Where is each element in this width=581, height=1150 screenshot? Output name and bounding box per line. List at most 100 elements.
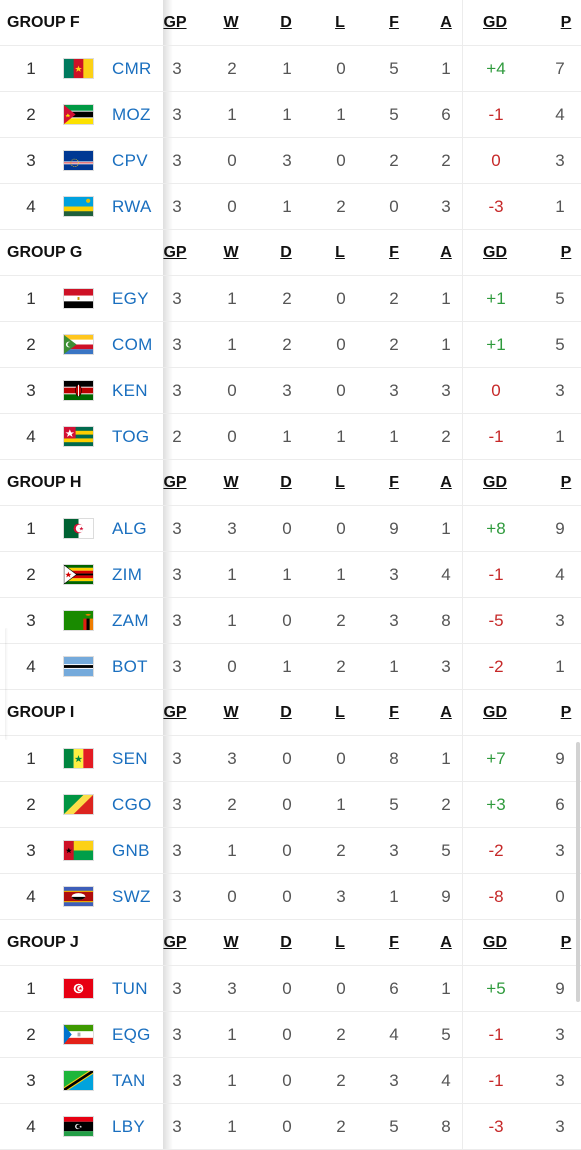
position-number: 4 bbox=[26, 196, 36, 216]
column-header-p[interactable]: P bbox=[560, 933, 572, 951]
team-link[interactable]: LBY bbox=[112, 1116, 146, 1136]
column-header-f[interactable]: F bbox=[389, 933, 399, 951]
stat-gp: 3 bbox=[172, 380, 182, 400]
team-link[interactable]: TOG bbox=[112, 426, 150, 446]
table-row[interactable]: 2 EQG 3 1 0 2 4 5 -1 3 bbox=[0, 1012, 581, 1058]
team-link[interactable]: TAN bbox=[112, 1070, 146, 1090]
stat-p: 9 bbox=[555, 978, 565, 998]
team-link[interactable]: RWA bbox=[112, 196, 152, 216]
column-header-gp[interactable]: GP bbox=[163, 703, 187, 721]
column-header-gd[interactable]: GD bbox=[483, 13, 507, 31]
scrollbar[interactable] bbox=[576, 742, 580, 1002]
column-header-d[interactable]: D bbox=[280, 473, 292, 491]
team-link[interactable]: ZIM bbox=[112, 564, 143, 584]
column-header-w[interactable]: W bbox=[223, 933, 239, 951]
team-link[interactable]: CPV bbox=[112, 150, 148, 170]
team-link[interactable]: MOZ bbox=[112, 104, 151, 124]
table-row[interactable]: 2 COM 3 1 2 0 2 1 +1 5 bbox=[0, 322, 581, 368]
column-header-a[interactable]: A bbox=[440, 933, 452, 951]
table-row[interactable]: 4 RWA 3 0 1 2 0 3 -3 1 bbox=[0, 184, 581, 230]
column-header-d[interactable]: D bbox=[280, 933, 292, 951]
table-row[interactable]: 3 TAN 3 1 0 2 3 4 -1 3 bbox=[0, 1058, 581, 1104]
column-header-a[interactable]: A bbox=[440, 13, 452, 31]
table-row[interactable]: 1 SEN 3 3 0 0 8 1 +7 9 bbox=[0, 736, 581, 782]
table-row[interactable]: 3 GNB 3 1 0 2 3 5 -2 3 bbox=[0, 828, 581, 874]
group-title-cell: GROUP J bbox=[0, 920, 163, 965]
column-header-gp[interactable]: GP bbox=[163, 473, 187, 491]
table-row[interactable]: 2 ZIM 3 1 1 1 3 4 -1 4 bbox=[0, 552, 581, 598]
table-row[interactable]: 3 ZAM 3 1 0 2 3 8 -5 3 bbox=[0, 598, 581, 644]
column-header-l[interactable]: L bbox=[335, 703, 345, 721]
column-header-w[interactable]: W bbox=[223, 703, 239, 721]
table-row[interactable]: 1 ALG 3 3 0 0 9 1 +8 9 bbox=[0, 506, 581, 552]
table-row[interactable]: 4 LBY 3 1 0 2 5 8 -3 3 bbox=[0, 1104, 581, 1150]
group-header: GROUP H GP W D L F A GD P bbox=[0, 460, 581, 506]
table-row[interactable]: 4 SWZ 3 0 0 3 1 9 -8 0 bbox=[0, 874, 581, 920]
table-row[interactable]: 4 BOT 3 0 1 2 1 3 -2 1 bbox=[0, 644, 581, 690]
column-header-a[interactable]: A bbox=[440, 703, 452, 721]
team-link[interactable]: KEN bbox=[112, 380, 148, 400]
flag-tanzania-icon bbox=[63, 1070, 94, 1091]
stat-a: 1 bbox=[441, 334, 451, 354]
column-header-d[interactable]: D bbox=[280, 703, 292, 721]
column-header-l[interactable]: L bbox=[335, 473, 345, 491]
team-link[interactable]: BOT bbox=[112, 656, 148, 676]
position-number: 4 bbox=[26, 656, 36, 676]
column-header-gd[interactable]: GD bbox=[483, 473, 507, 491]
column-header-w[interactable]: W bbox=[223, 243, 239, 261]
column-header-gd[interactable]: GD bbox=[483, 703, 507, 721]
column-header-gp[interactable]: GP bbox=[163, 933, 187, 951]
table-row[interactable]: 3 CPV 3 0 3 0 2 2 0 3 bbox=[0, 138, 581, 184]
column-header-d[interactable]: D bbox=[280, 243, 292, 261]
stat-p: 1 bbox=[555, 656, 565, 676]
team-link[interactable]: EGY bbox=[112, 288, 149, 308]
stat-gd: -1 bbox=[488, 104, 504, 124]
flag-eswatini-icon bbox=[63, 886, 94, 907]
column-header-a[interactable]: A bbox=[440, 243, 452, 261]
table-row[interactable]: 1 CMR 3 2 1 0 5 1 +4 7 bbox=[0, 46, 581, 92]
column-header-w[interactable]: W bbox=[223, 473, 239, 491]
column-header-gd[interactable]: GD bbox=[483, 933, 507, 951]
column-header-p[interactable]: P bbox=[560, 13, 572, 31]
column-header-w[interactable]: W bbox=[223, 13, 239, 31]
table-row[interactable]: 2 CGO 3 2 0 1 5 2 +3 6 bbox=[0, 782, 581, 828]
column-header-p[interactable]: P bbox=[560, 473, 572, 491]
column-header-l[interactable]: L bbox=[335, 243, 345, 261]
team-link[interactable]: COM bbox=[112, 334, 153, 354]
column-header-f[interactable]: F bbox=[389, 473, 399, 491]
column-header-p[interactable]: P bbox=[560, 243, 572, 261]
stat-w: 3 bbox=[227, 518, 237, 538]
stat-f: 2 bbox=[389, 150, 399, 170]
stat-l: 0 bbox=[336, 150, 346, 170]
stat-l: 2 bbox=[336, 1024, 346, 1044]
team-link[interactable]: EQG bbox=[112, 1024, 151, 1044]
team-link[interactable]: ZAM bbox=[112, 610, 149, 630]
team-link[interactable]: SWZ bbox=[112, 886, 151, 906]
team-link[interactable]: CGO bbox=[112, 794, 152, 814]
column-header-gp[interactable]: GP bbox=[163, 243, 187, 261]
column-header-l[interactable]: L bbox=[335, 13, 345, 31]
group-title-cell: GROUP G bbox=[0, 230, 163, 275]
table-row[interactable]: 4 TOG 2 0 1 1 1 2 -1 1 bbox=[0, 414, 581, 460]
team-link[interactable]: CMR bbox=[112, 58, 152, 78]
column-header-l[interactable]: L bbox=[335, 933, 345, 951]
column-header-d[interactable]: D bbox=[280, 13, 292, 31]
column-header-gd[interactable]: GD bbox=[483, 243, 507, 261]
column-header-a[interactable]: A bbox=[440, 473, 452, 491]
team-link[interactable]: SEN bbox=[112, 748, 148, 768]
table-row[interactable]: 1 TUN 3 3 0 0 6 1 +5 9 bbox=[0, 966, 581, 1012]
team-link[interactable]: TUN bbox=[112, 978, 148, 998]
column-header-p[interactable]: P bbox=[560, 703, 572, 721]
column-header-f[interactable]: F bbox=[389, 13, 399, 31]
table-row[interactable]: 1 EGY 3 1 2 0 2 1 +1 5 bbox=[0, 276, 581, 322]
column-header-f[interactable]: F bbox=[389, 243, 399, 261]
team-link[interactable]: ALG bbox=[112, 518, 147, 538]
table-row[interactable]: 2 MOZ 3 1 1 1 5 6 -1 4 bbox=[0, 92, 581, 138]
column-header-f[interactable]: F bbox=[389, 703, 399, 721]
team-cell: 4 TOG bbox=[0, 414, 163, 459]
table-row[interactable]: 3 KEN 3 0 3 0 3 3 0 3 bbox=[0, 368, 581, 414]
column-header-gp[interactable]: GP bbox=[163, 13, 187, 31]
team-link[interactable]: GNB bbox=[112, 840, 150, 860]
stat-d: 3 bbox=[282, 150, 292, 170]
group-name: GROUP F bbox=[7, 13, 80, 31]
